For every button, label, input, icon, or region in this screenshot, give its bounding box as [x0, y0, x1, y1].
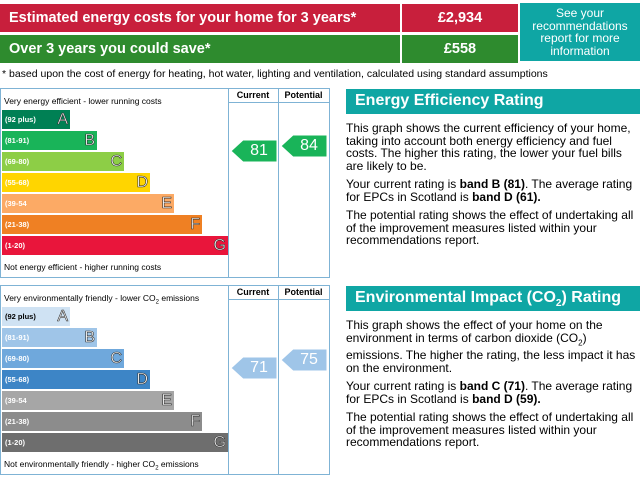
band-d: (55-68) D — [2, 173, 150, 192]
energy-info-paragraph-1: This graph shows the current efficiency … — [346, 121, 631, 173]
energy-info-paragraph-2: Your current rating is band B (81). The … — [346, 177, 633, 204]
band-c: (69-80) C — [2, 349, 124, 368]
band-range-label: (21-38) — [5, 220, 30, 229]
band-letter: D — [136, 174, 148, 192]
current-column-header: Current — [236, 90, 270, 100]
band-letter: A — [57, 308, 68, 326]
band-range-label: (69-80) — [5, 157, 30, 166]
potential-rating-value: 75 — [300, 351, 318, 368]
current-rating-value: 71 — [250, 359, 268, 376]
env-info-paragraph-3: The potential rating shows the effect of… — [346, 410, 634, 450]
band-letter: D — [136, 371, 148, 389]
energy-efficiency-info: Energy Efficiency Rating This graph show… — [346, 89, 640, 247]
band-letter: E — [161, 195, 172, 213]
chart-bottom-note: Not environmentally friendly - higher CO… — [4, 459, 199, 472]
band-range-label: (81-91) — [5, 333, 30, 342]
energy-efficiency-title: Energy Efficiency Rating — [346, 89, 640, 114]
band-letter: G — [213, 434, 226, 452]
band-f: (21-38) F — [2, 412, 202, 431]
band-g: (1-20) G — [2, 433, 228, 452]
band-b: (81-91) B — [2, 328, 97, 347]
env-info-paragraph-1: This graph shows the effect of your home… — [346, 318, 636, 375]
energy-info-paragraph-3: The potential rating shows the effect of… — [346, 208, 634, 247]
save-value: £558 — [402, 35, 518, 63]
cost-value: £2,934 — [402, 4, 518, 32]
save-label: Over 3 years you could save* — [0, 35, 400, 63]
energy-efficiency-chart: Current Potential Very energy efficient … — [0, 88, 330, 278]
environmental-impact-info: Environmental Impact (CO2) Rating This g… — [346, 286, 640, 449]
potential-rating-value: 84 — [300, 137, 318, 154]
band-e: (39-54 E — [2, 194, 174, 213]
current-rating-arrow: 81 — [230, 139, 278, 163]
band-g: (1-20) G — [2, 236, 228, 255]
potential-rating-arrow: 84 — [280, 134, 328, 158]
band-letter: A — [57, 111, 68, 129]
band-b: (81-91) B — [2, 131, 97, 150]
current-rating-arrow: 71 — [230, 356, 278, 380]
env-info-paragraph-2: Your current rating is band C (71). The … — [346, 379, 633, 406]
environmental-impact-title: Environmental Impact (CO2) Rating — [346, 286, 640, 311]
chart-top-note: Very energy efficient - lower running co… — [4, 96, 162, 106]
band-range-label: (69-80) — [5, 354, 30, 363]
band-letter: F — [190, 216, 200, 234]
band-range-label: (92 plus) — [5, 312, 36, 321]
band-range-label: (39-54 — [5, 396, 27, 405]
potential-column-header: Potential — [284, 287, 323, 297]
band-a: (92 plus) A — [2, 307, 70, 326]
band-range-label: (92 plus) — [5, 115, 36, 124]
cost-label: Estimated energy costs for your home for… — [0, 4, 400, 32]
environmental-impact-chart: Current Potential Very environmentally f… — [0, 285, 330, 475]
band-letter: B — [84, 329, 95, 347]
recommendations-link[interactable]: See your recommendations report for more… — [520, 3, 640, 61]
band-d: (55-68) D — [2, 370, 150, 389]
potential-column-header: Potential — [284, 90, 323, 100]
chart-top-note: Very environmentally friendly - lower CO… — [4, 293, 200, 306]
band-range-label: (21-38) — [5, 417, 30, 426]
band-range-label: (39-54 — [5, 199, 27, 208]
chart-bottom-note: Not energy efficient - higher running co… — [4, 262, 162, 272]
current-rating-value: 81 — [250, 142, 268, 159]
band-letter: E — [161, 392, 172, 410]
footnote: * based upon the cost of energy for heat… — [2, 68, 548, 80]
band-range-label: (55-68) — [5, 375, 30, 384]
band-f: (21-38) F — [2, 215, 202, 234]
band-letter: C — [110, 350, 122, 368]
band-a: (92 plus) A — [2, 110, 70, 129]
potential-rating-arrow: 75 — [280, 348, 328, 372]
current-column-header: Current — [236, 287, 270, 297]
band-range-label: (55-68) — [5, 178, 30, 187]
band-c: (69-80) C — [2, 152, 124, 171]
band-letter: C — [110, 153, 122, 171]
band-range-label: (1-20) — [5, 241, 26, 250]
band-range-label: (1-20) — [5, 438, 26, 447]
band-letter: G — [213, 237, 226, 255]
band-letter: B — [84, 132, 95, 150]
band-letter: F — [190, 413, 200, 431]
band-range-label: (81-91) — [5, 136, 30, 145]
band-e: (39-54 E — [2, 391, 174, 410]
